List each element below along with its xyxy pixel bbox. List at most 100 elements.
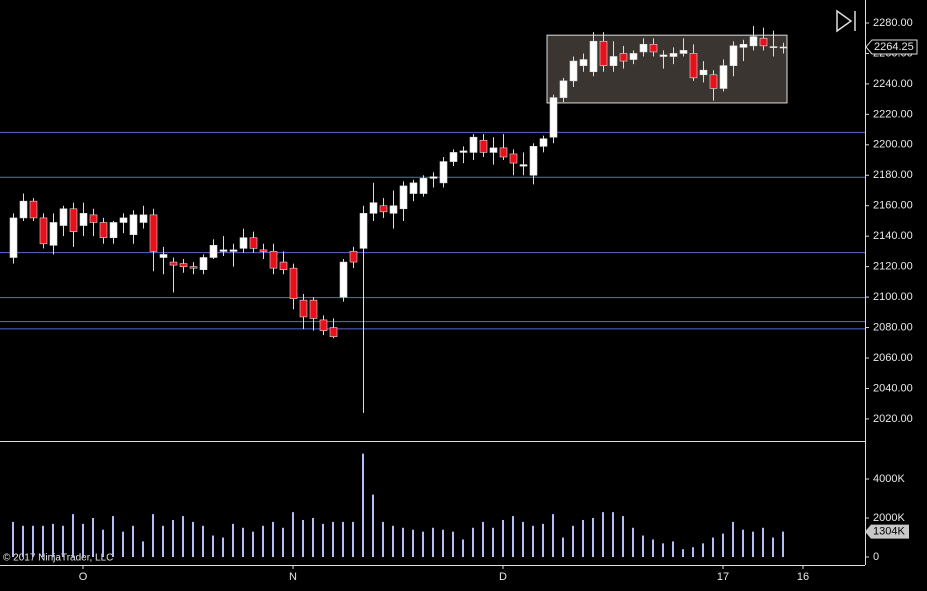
volume-bar [552,514,554,558]
volume-bar [72,514,74,558]
candle-body [689,53,698,79]
volume-bar [472,527,474,558]
volume-bar [282,527,284,558]
volume-bar [612,512,614,558]
scroll-to-end-button[interactable] [836,9,856,33]
candle-body [249,237,258,249]
volume-bar [152,514,154,558]
volume-bar [292,512,294,558]
volume-bar [122,531,124,558]
candle-body [369,202,378,214]
volume-tick-label: 2000K [873,512,905,524]
candle-body [19,200,28,219]
volume-bar [652,539,654,558]
candle-body [329,327,338,337]
y-tick-label: 2160.00 [873,200,913,212]
volume-bar [222,537,224,558]
candle-body [159,254,168,258]
volume-bar [542,523,544,558]
y-tick-label: 2020.00 [873,413,913,425]
volume-bar [82,523,84,558]
candle-body [79,213,88,226]
volume-bar [142,541,144,558]
candle-body [89,214,98,223]
candle-body [619,53,628,62]
volume-bar [382,521,384,558]
volume-bar [502,519,504,558]
y-tick-label: 2080.00 [873,321,913,333]
volume-bar [22,525,24,558]
volume-bar [252,531,254,558]
candle-body [389,205,398,214]
volume-bar [772,537,774,558]
candle-body [719,65,728,89]
volume-bar [572,525,574,558]
volume-bar [562,537,564,558]
candle-body [599,40,608,66]
candle-body [679,50,688,54]
volume-bar [512,516,514,558]
y-tick-label: 2120.00 [873,261,913,273]
y-tick-label: 2240.00 [873,78,913,90]
y-tick-label: 2180.00 [873,169,913,181]
volume-bar [412,529,414,558]
x-tick-label: N [289,571,297,583]
volume-bar [422,531,424,558]
volume-bar [212,535,214,558]
y-tick-label: 2220.00 [873,108,913,120]
candle-body [209,245,218,258]
candle-body [759,37,768,47]
candle-body [659,54,668,57]
y-tick-label: 2140.00 [873,230,913,242]
volume-bar [532,525,534,558]
y-tick-label: 2280.00 [873,17,913,29]
volume-bar [752,531,754,558]
volume-tick-label: 0 [873,551,879,563]
candle-body [749,36,758,47]
last-price-label: 2264.25 [874,41,914,53]
volume-bar [722,533,724,558]
volume-bar [672,541,674,558]
candle-body [219,249,228,252]
candle-body [259,249,268,252]
candle-body [589,40,598,73]
volume-bar [622,516,624,558]
volume-last-marker [865,524,909,539]
candle-body [239,237,248,249]
volume-bar [402,527,404,558]
volume-bar [692,547,694,558]
candle-body [669,53,678,57]
volume-bar [442,529,444,558]
candle-body [489,147,498,153]
volume-bar [352,521,354,558]
volume-bar [782,531,784,558]
candle-body [649,44,658,53]
volume-bar [322,523,324,558]
volume-bar [132,525,134,558]
volume-bar [242,527,244,558]
candle-body [199,257,208,270]
volume-bar [112,516,114,558]
candle-body [549,97,558,138]
volume-bar [12,521,14,558]
y-tick-label: 2040.00 [873,382,913,394]
candle-body [409,182,418,194]
candle-body [769,46,778,48]
candle-body [169,261,178,266]
volume-bar [262,525,264,558]
candle-body [99,222,108,239]
volume-bar [602,512,604,558]
volume-bar [62,525,64,558]
candle-body [399,185,408,210]
volume-bar [432,527,434,558]
volume-bar [92,518,94,558]
y-tick-label: 2100.00 [873,291,913,303]
candle-body [529,146,538,176]
volume-bar [272,521,274,558]
volume-bar [452,531,454,558]
candle-body [269,251,278,269]
candle-body [479,139,488,153]
candle-body [319,319,328,331]
candle-body [109,222,118,239]
